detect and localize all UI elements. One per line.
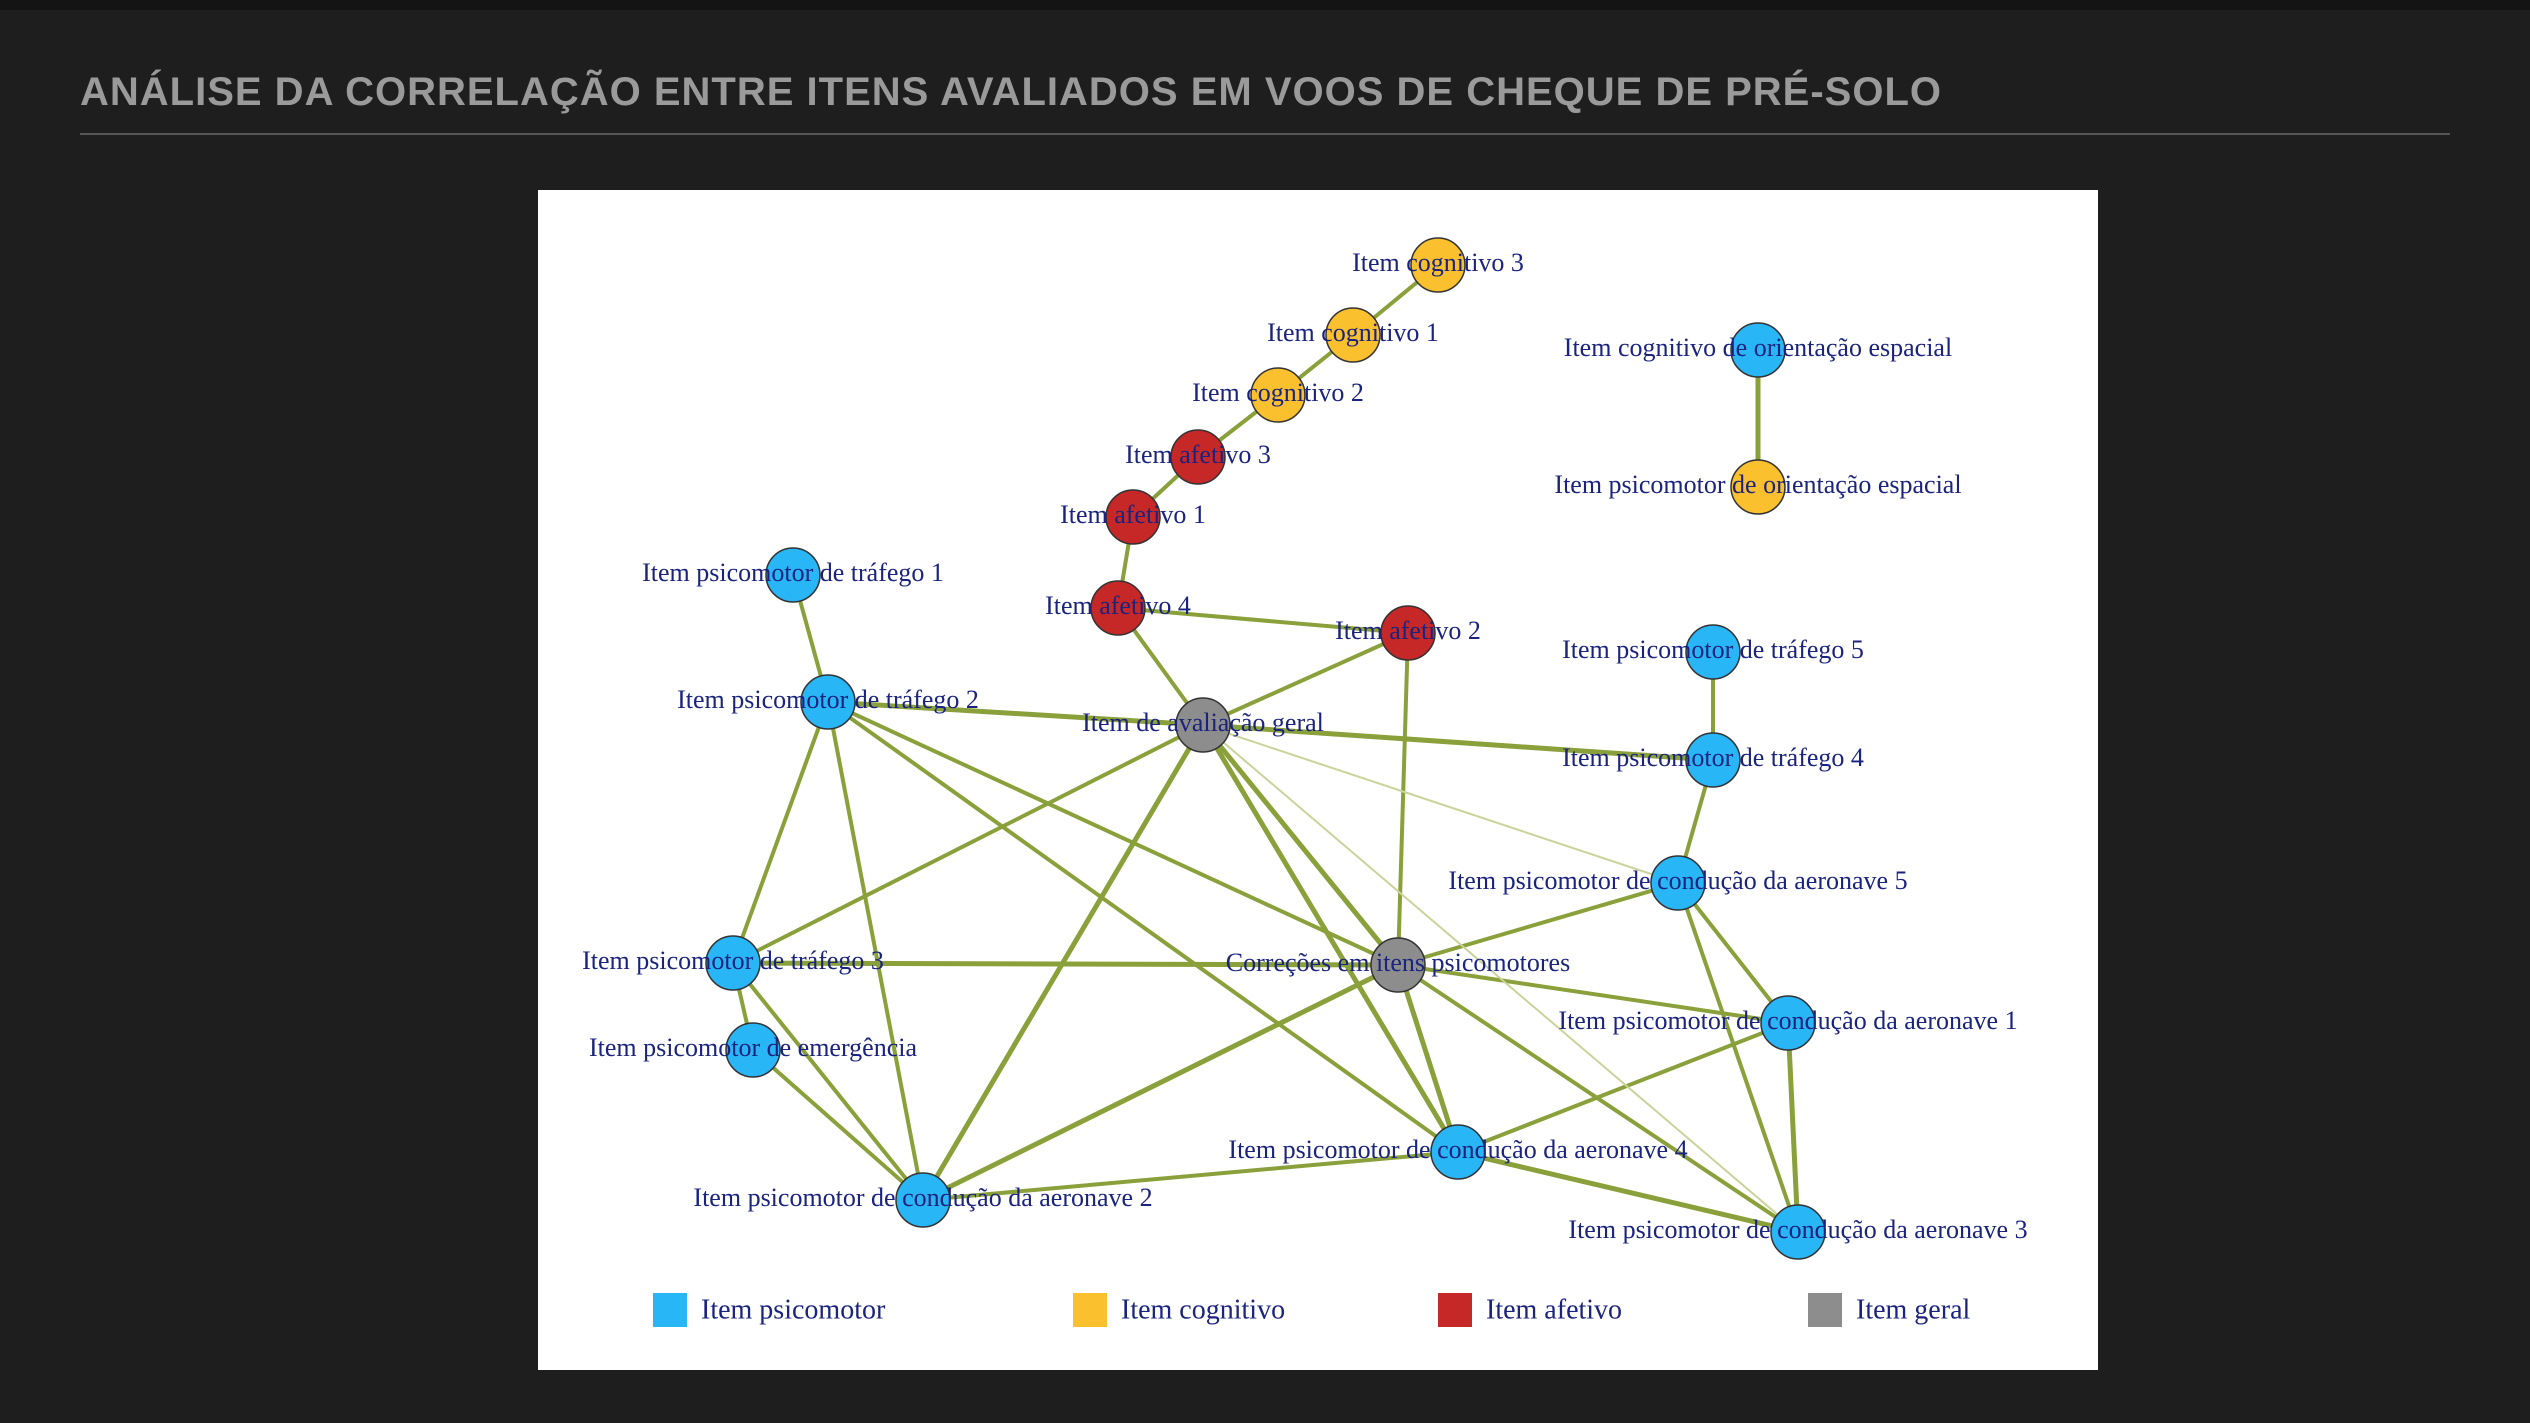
- network-node-label: Item psicomotor de tráfego 2: [677, 685, 979, 714]
- network-node-label: Item afetivo 2: [1335, 616, 1481, 645]
- network-node-label: Item cognitivo 2: [1192, 378, 1364, 407]
- page-title: ANÁLISE DA CORRELAÇÃO ENTRE ITENS AVALIA…: [80, 70, 2450, 115]
- network-node-label: Item cognitivo 1: [1267, 318, 1439, 347]
- legend-swatch: [1438, 1293, 1472, 1327]
- network-node-label: Item psicomotor de emergência: [589, 1033, 917, 1062]
- network-node-label: Item cognitivo 3: [1352, 248, 1524, 277]
- title-divider: [80, 133, 2450, 135]
- network-node-label: Item de avaliação geral: [1082, 708, 1324, 737]
- legend-label: Item geral: [1856, 1294, 1970, 1325]
- legend-swatch: [653, 1293, 687, 1327]
- network-node-label: Item afetivo 4: [1045, 591, 1191, 620]
- network-node-label: Item cognitivo de orientação espacial: [1564, 333, 1952, 362]
- legend-swatch: [1073, 1293, 1107, 1327]
- top-bar: [0, 0, 2530, 10]
- title-block: ANÁLISE DA CORRELAÇÃO ENTRE ITENS AVALIA…: [80, 70, 2450, 135]
- legend-label: Item psicomotor: [701, 1294, 886, 1325]
- legend-swatch: [1808, 1293, 1842, 1327]
- legend-label: Item cognitivo: [1121, 1294, 1285, 1325]
- network-node-label: Item psicomotor de tráfego 3: [582, 946, 884, 975]
- network-node-label: Correções em itens psicomotores: [1226, 948, 1570, 977]
- network-chart-svg: Item cognitivo 3 Item cognitivo 1 Item cog…: [538, 190, 2098, 1370]
- network-node-label: Item afetivo 3: [1125, 440, 1271, 469]
- network-node-label: Item psicomotor de tráfego 5: [1562, 635, 1864, 664]
- network-node-label: Item psicomotor de tráfego 1: [642, 558, 944, 587]
- page-root: ANÁLISE DA CORRELAÇÃO ENTRE ITENS AVALIA…: [0, 0, 2530, 1423]
- network-chart-container: Item cognitivo 3 Item cognitivo 1 Item cog…: [538, 190, 2098, 1370]
- network-node-label: Item afetivo 1: [1060, 500, 1206, 529]
- legend-label: Item afetivo: [1486, 1294, 1622, 1325]
- network-node-label: Item psicomotor de tráfego 4: [1562, 743, 1864, 772]
- network-node-label: Item psicomotor de condução da aeronave …: [1228, 1135, 1687, 1164]
- network-node-label: Item psicomotor de condução da aeronave …: [1448, 866, 1907, 895]
- network-node-label: Item psicomotor de condução da aeronave …: [1568, 1215, 2027, 1244]
- network-node-label: Item psicomotor de orientação espacial: [1554, 470, 1961, 499]
- network-node-label: Item psicomotor de condução da aeronave …: [1558, 1006, 2017, 1035]
- network-node-label: Item psicomotor de condução da aeronave …: [693, 1183, 1152, 1212]
